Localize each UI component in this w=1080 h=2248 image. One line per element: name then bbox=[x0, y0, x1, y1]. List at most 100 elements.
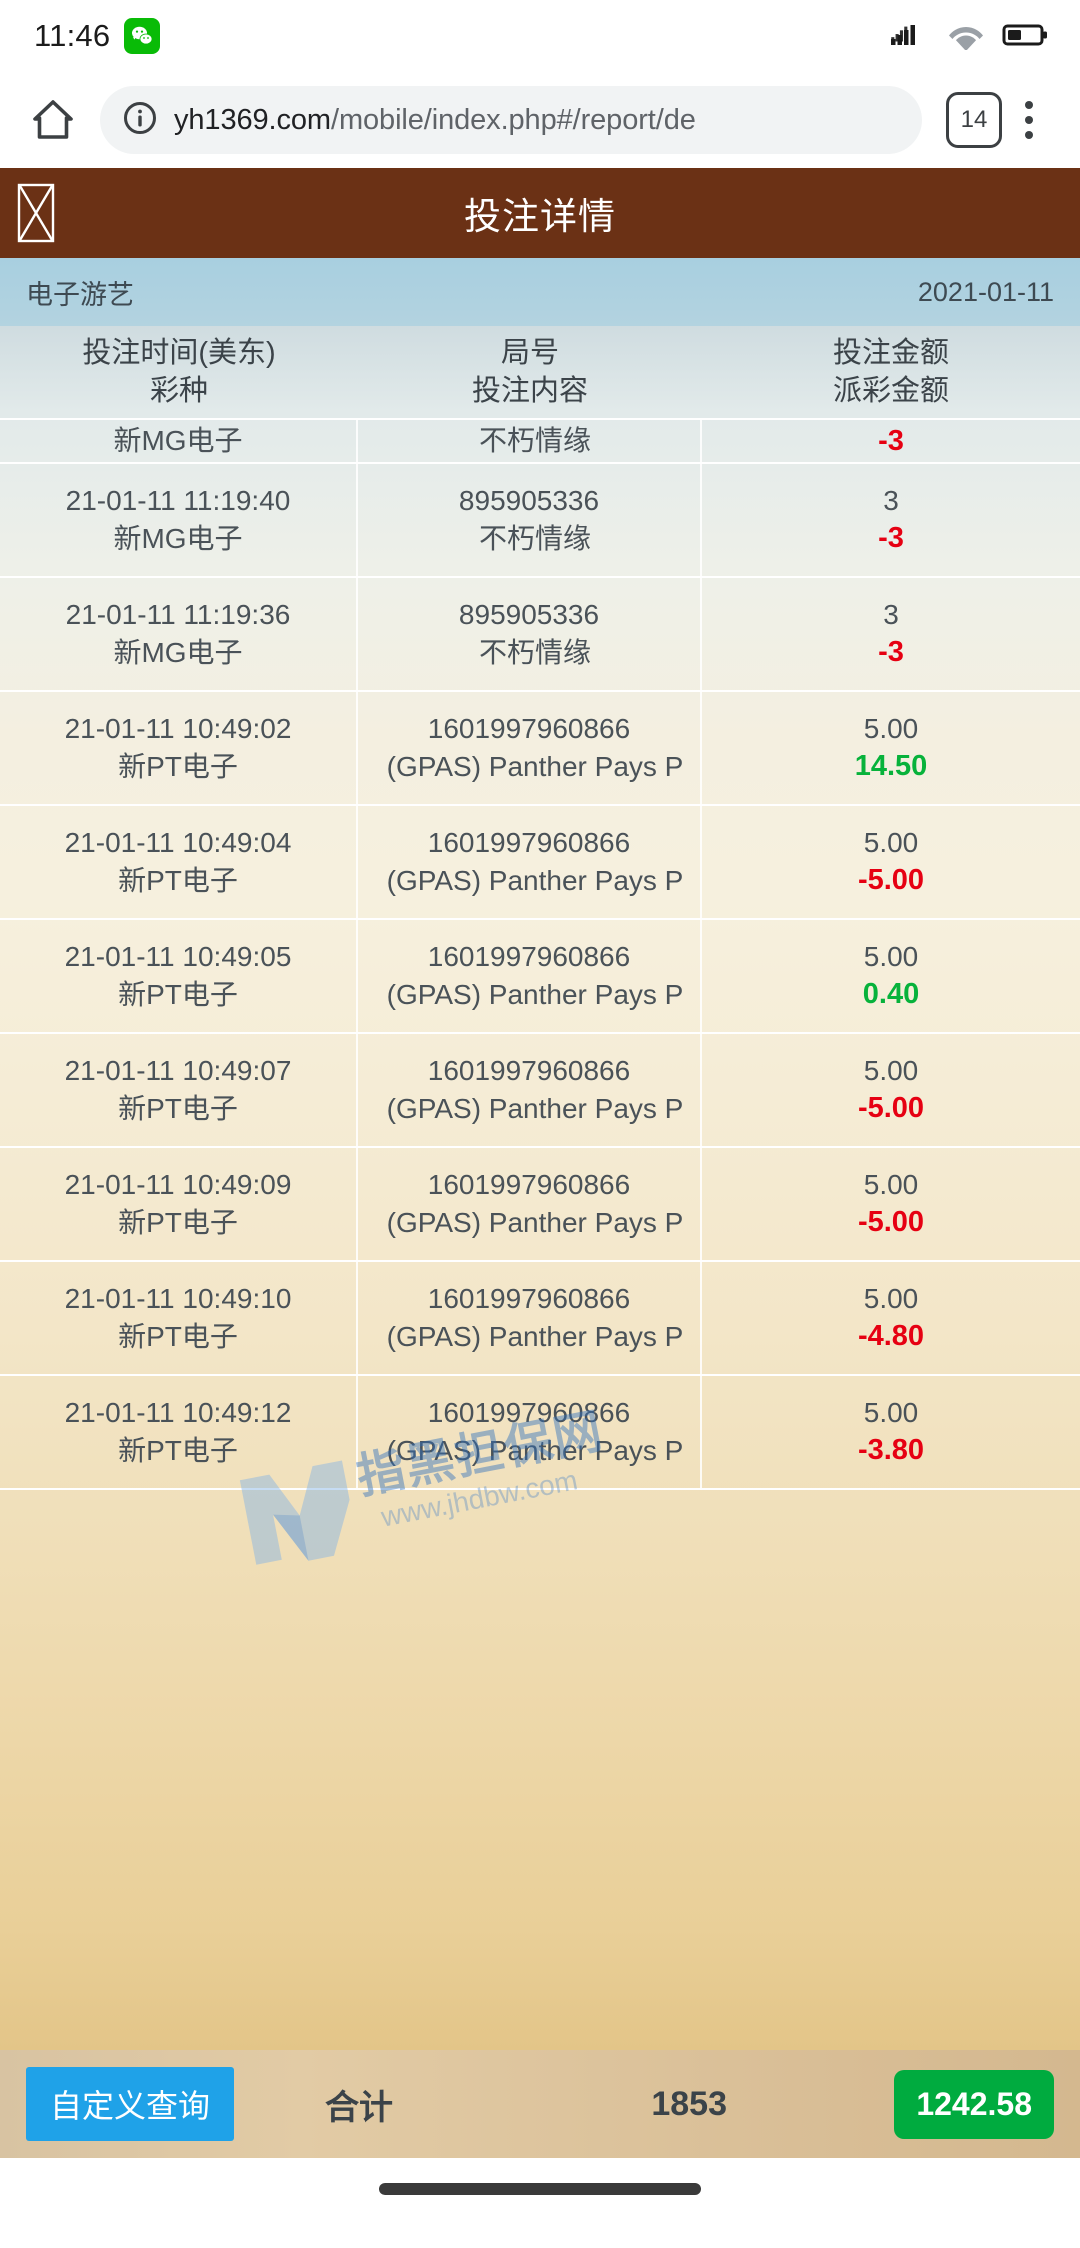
cellular-signal-icon bbox=[890, 18, 930, 55]
bet-content: (GPAS) Panther Pays P bbox=[386, 1435, 684, 1466]
game-name: 新PT电子 bbox=[118, 1093, 238, 1124]
table-row[interactable]: 21-01-11 10:49:04 新PT电子 1601997960866 (GPAS… bbox=[0, 806, 1080, 920]
round-number: 1601997960866 bbox=[427, 1397, 631, 1429]
tab-count-button[interactable]: 14 bbox=[946, 92, 1002, 148]
total-bet-count: 1853 bbox=[651, 2084, 727, 2123]
bet-amount: 3 bbox=[883, 598, 899, 630]
payout-amount: 0.40 bbox=[862, 978, 920, 1011]
game-name: 新MG电子 bbox=[113, 637, 243, 668]
payout-amount: -5.00 bbox=[857, 1092, 925, 1125]
payout-amount: -3 bbox=[878, 522, 904, 555]
cell-amount: 3 -3 bbox=[702, 464, 1080, 576]
bet-time: 21-01-11 10:49:05 bbox=[64, 941, 292, 973]
payout-amount: -4.80 bbox=[857, 1320, 925, 1353]
address-bar[interactable]: yh1369.com/mobile/index.php#/report/de bbox=[100, 86, 922, 154]
cell-time: 21-01-11 11:19:36 新MG电子 bbox=[0, 578, 358, 690]
status-bar-right bbox=[890, 18, 1050, 55]
home-gesture-pill[interactable] bbox=[379, 2183, 701, 2195]
table-row[interactable]: 21-01-11 10:49:12 新PT电子 1601997960866 (GPAS… bbox=[0, 1376, 1080, 1490]
cell-time: 21-01-11 10:49:05 新PT电子 bbox=[0, 920, 358, 1032]
bet-amount: 5.00 bbox=[863, 1168, 919, 1200]
bet-content: 不朽情缘 bbox=[478, 637, 591, 668]
cell-amount: 5.00 0.40 bbox=[702, 920, 1080, 1032]
payout-amount: -3.80 bbox=[857, 1434, 925, 1467]
bet-amount: 3 bbox=[883, 484, 899, 516]
cell-round: 1601997960866 (GPAS) Panther Pays P bbox=[358, 1376, 702, 1488]
url-path: /mobile/index.php#/report/de bbox=[331, 103, 696, 136]
page-title: 投注详情 bbox=[464, 196, 616, 237]
cell-amount: -3 bbox=[702, 420, 1080, 462]
app-header: 投注详情 bbox=[0, 168, 1080, 258]
game-name: 新PT电子 bbox=[118, 1207, 238, 1238]
overflow-menu-icon[interactable] bbox=[1002, 101, 1056, 139]
round-number: 1601997960866 bbox=[427, 1055, 631, 1087]
table-row[interactable]: 21-01-11 11:19:36 新MG电子 895905336 不朽情缘 3 -3 bbox=[0, 578, 1080, 692]
round-number: 1601997960866 bbox=[427, 1283, 631, 1315]
back-arrow-icon[interactable] bbox=[16, 182, 56, 244]
android-status-bar: 11:46 bbox=[0, 0, 1080, 72]
round-number: 895905336 bbox=[458, 485, 600, 517]
table-row[interactable]: 21-01-11 10:49:02 新PT电子 1601997960866 (GPAS… bbox=[0, 692, 1080, 806]
bet-time: 21-01-11 10:49:12 bbox=[64, 1397, 292, 1429]
bet-time: 21-01-11 11:19:36 bbox=[65, 599, 291, 631]
game-name: 新MG电子 bbox=[113, 425, 243, 457]
cell-time: 21-01-11 10:49:04 新PT电子 bbox=[0, 806, 358, 918]
bet-time: 21-01-11 10:49:04 bbox=[64, 827, 292, 859]
summary-footer: 自定义查询 合计 1853 1242.58 bbox=[0, 2050, 1080, 2158]
round-number: 1601997960866 bbox=[427, 713, 631, 745]
cell-round: 1601997960866 (GPAS) Panther Pays P bbox=[358, 1148, 702, 1260]
cell-amount: 5.00 -5.00 bbox=[702, 1034, 1080, 1146]
custom-query-button[interactable]: 自定义查询 bbox=[26, 2067, 235, 2141]
table-row[interactable]: 新MG电子 不朽情缘 -3 bbox=[0, 420, 1080, 464]
status-clock: 11:46 bbox=[34, 18, 111, 53]
cell-round: 895905336 不朽情缘 bbox=[358, 464, 702, 576]
cell-time: 21-01-11 10:49:09 新PT电子 bbox=[0, 1148, 358, 1260]
bet-time: 21-01-11 10:49:10 bbox=[64, 1283, 292, 1315]
column-header-amount: 投注金额 派彩金额 bbox=[832, 336, 949, 407]
game-name: 新PT电子 bbox=[118, 865, 238, 896]
date-label: 2021-01-11 bbox=[917, 276, 1054, 307]
sub-header: 电子游艺 2021-01-11 bbox=[0, 258, 1080, 326]
wifi-icon bbox=[946, 18, 986, 55]
bet-detail-table[interactable]: 投注时间(美东) 彩种 局号 投注内容 投注金额 派彩金额 新MG电子 不朽情缘 bbox=[0, 326, 1080, 2050]
table-row[interactable]: 21-01-11 10:49:07 新PT电子 1601997960866 (GPAS… bbox=[0, 1034, 1080, 1148]
bet-amount: 5.00 bbox=[863, 1282, 919, 1314]
payout-amount: -5.00 bbox=[857, 864, 925, 897]
table-header-row: 投注时间(美东) 彩种 局号 投注内容 投注金额 派彩金额 bbox=[0, 326, 1080, 420]
cell-time: 21-01-11 10:49:02 新PT电子 bbox=[0, 692, 358, 804]
cell-round: 1601997960866 (GPAS) Panther Pays P bbox=[358, 806, 702, 918]
cell-round: 895905336 不朽情缘 bbox=[358, 578, 702, 690]
game-name: 新MG电子 bbox=[113, 523, 243, 554]
game-name: 新PT电子 bbox=[118, 1321, 238, 1352]
table-row[interactable]: 21-01-11 10:49:09 新PT电子 1601997960866 (GPAS… bbox=[0, 1148, 1080, 1262]
bet-amount: 5.00 bbox=[863, 1054, 919, 1086]
cell-round: 1601997960866 (GPAS) Panther Pays P bbox=[358, 1034, 702, 1146]
payout-amount: -3 bbox=[878, 636, 904, 669]
cell-amount: 5.00 -3.80 bbox=[702, 1376, 1080, 1488]
round-number: 895905336 bbox=[458, 599, 600, 631]
table-row[interactable]: 21-01-11 10:49:05 新PT电子 1601997960866 (GPAS… bbox=[0, 920, 1080, 1034]
bet-time: 21-01-11 10:49:09 bbox=[64, 1169, 292, 1201]
bet-content: 不朽情缘 bbox=[478, 523, 591, 554]
game-name: 新PT电子 bbox=[118, 1435, 238, 1466]
cell-time: 21-01-11 10:49:10 新PT电子 bbox=[0, 1262, 358, 1374]
table-row[interactable]: 21-01-11 11:19:40 新MG电子 895905336 不朽情缘 3 -3 bbox=[0, 464, 1080, 578]
game-name: 新PT电子 bbox=[118, 979, 238, 1010]
home-icon[interactable] bbox=[16, 96, 90, 144]
bet-content: (GPAS) Panther Pays P bbox=[386, 751, 684, 782]
game-name: 新PT电子 bbox=[118, 751, 238, 782]
table-row[interactable]: 21-01-11 10:49:10 新PT电子 1601997960866 (GPAS… bbox=[0, 1262, 1080, 1376]
payout-amount: 14.50 bbox=[854, 750, 928, 783]
cell-amount: 3 -3 bbox=[702, 578, 1080, 690]
site-info-icon[interactable] bbox=[122, 100, 158, 141]
cell-amount: 5.00 -5.00 bbox=[702, 806, 1080, 918]
table-body: 新MG电子 不朽情缘 -3 21-01-11 11:19:40 新MG电子 8959… bbox=[0, 420, 1080, 1490]
round-number: 1601997960866 bbox=[427, 827, 631, 859]
status-bar-left: 11:46 bbox=[34, 18, 161, 54]
bet-content: (GPAS) Panther Pays P bbox=[386, 1093, 684, 1124]
round-number: 1601997960866 bbox=[427, 1169, 631, 1201]
bet-amount: 5.00 bbox=[863, 1396, 919, 1428]
address-bar-url: yh1369.com/mobile/index.php#/report/de bbox=[174, 104, 696, 137]
bet-amount: 5.00 bbox=[863, 712, 919, 744]
